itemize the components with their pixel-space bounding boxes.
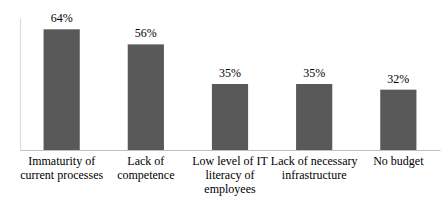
x-tick-label: No budget xyxy=(373,154,424,168)
data-label: 64% xyxy=(51,11,73,25)
data-label: 56% xyxy=(135,26,157,40)
x-tick-label: Lack of necessaryinfrastructure xyxy=(271,154,358,182)
y-axis-line xyxy=(20,19,21,151)
x-tick-label: Lack ofcompetence xyxy=(117,154,174,182)
bar xyxy=(212,84,248,150)
bar xyxy=(296,84,332,150)
x-axis-line xyxy=(21,150,441,151)
data-label: 35% xyxy=(219,66,241,80)
data-labels: 64% 56% 35% 35% 32% xyxy=(51,11,410,85)
plot: 64% 56% 35% 35% 32% Immaturity ofcurrent proc… xyxy=(20,11,440,196)
x-axis: Immaturity ofcurrent processes Lack ofcom… xyxy=(20,151,440,197)
data-label: 32% xyxy=(387,72,409,86)
bar xyxy=(128,44,164,150)
bar xyxy=(380,90,416,150)
y-axis xyxy=(20,19,21,151)
bars xyxy=(44,29,417,150)
bar xyxy=(44,29,80,150)
x-tick: Low level of ITliteracy ofemployees xyxy=(192,154,268,197)
chart: 64% 56% 35% 35% 32% Immaturity ofcurrent proc… xyxy=(0,0,444,216)
x-tick: Lack ofcompetence xyxy=(117,154,174,182)
x-tick: Lack of necessaryinfrastructure xyxy=(271,154,358,182)
x-tick: No budget xyxy=(373,154,424,168)
x-tick-label: Low level of ITliteracy ofemployees xyxy=(192,154,268,197)
x-tick-label: Immaturity ofcurrent processes xyxy=(20,154,103,182)
x-tick: Immaturity ofcurrent processes xyxy=(20,154,103,182)
data-label: 35% xyxy=(303,66,325,80)
